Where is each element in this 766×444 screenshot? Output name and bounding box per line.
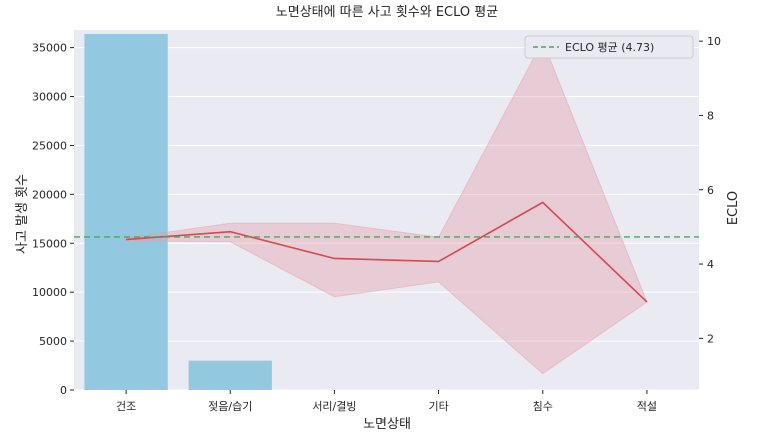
x-tick-label: 적설	[637, 400, 657, 413]
legend-label: ECLO 평균 (4.73)	[565, 41, 654, 54]
legend-box	[524, 35, 694, 59]
bar	[84, 33, 168, 390]
y2-tick-label: 2	[707, 332, 714, 345]
y2-tick-label: 8	[707, 109, 714, 122]
y-tick-label: 20000	[32, 188, 67, 201]
x-tick-label: 침수	[533, 400, 553, 413]
x-tick-label: 젖음/습기	[208, 400, 252, 413]
chart-title: 노면상태에 따른 사고 횟수와 ECLO 평균	[276, 5, 498, 20]
x-tick-label: 건조	[116, 400, 136, 413]
y2-tick-label: 4	[707, 258, 714, 271]
y-tick-label: 25000	[32, 139, 67, 152]
x-tick-label: 기타	[428, 400, 448, 413]
y2-axis-label: ECLO	[726, 191, 741, 225]
y-tick-label: 15000	[32, 237, 67, 250]
y-tick-label: 10000	[32, 286, 67, 299]
eclo-line	[126, 201, 648, 303]
y2-tick-label: 6	[707, 184, 714, 197]
eclo-confidence-band	[125, 39, 648, 375]
bar	[188, 360, 272, 390]
plot-background	[74, 30, 699, 390]
y-tick-label: 5000	[39, 335, 67, 348]
y-axis-label: 사고 발생 횟수	[15, 174, 30, 254]
y2-tick-label: 10	[707, 35, 721, 48]
y-tick-label: 0	[60, 384, 67, 397]
y-tick-label: 30000	[32, 91, 67, 104]
x-axis-label: 노면상태	[363, 417, 411, 432]
x-tick-label: 서리/결빙	[312, 400, 356, 413]
y-tick-label: 35000	[32, 42, 67, 55]
